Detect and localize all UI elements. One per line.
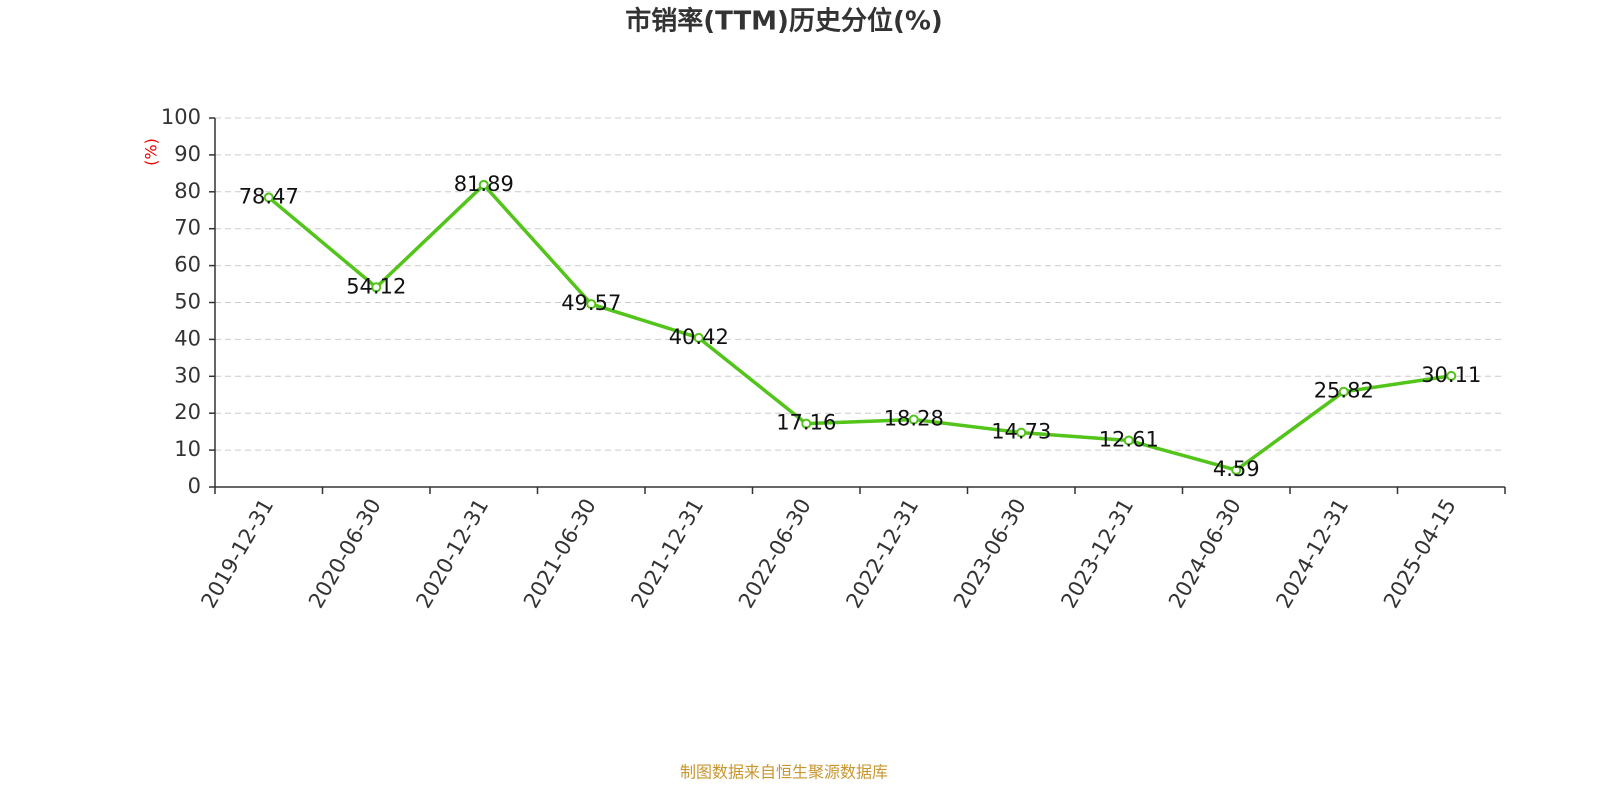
y-tick-label: 60 — [174, 253, 201, 277]
data-label: 12.61 — [1099, 427, 1159, 451]
source-note: 制图数据来自恒生聚源数据库 — [680, 763, 888, 782]
data-label: 4.59 — [1213, 457, 1260, 481]
chart-title: 市销率(TTM)历史分位(%) — [625, 6, 943, 37]
data-label: 17.16 — [776, 411, 836, 435]
data-label: 40.42 — [669, 325, 729, 349]
x-tick-label: 2022-06-30 — [734, 495, 816, 613]
y-tick-label: 0 — [188, 474, 201, 498]
data-point — [1446, 370, 1457, 381]
data-point — [801, 418, 812, 429]
data-label: 54.12 — [346, 274, 406, 298]
data-line — [267, 183, 1452, 472]
data-point — [1016, 427, 1027, 438]
data-point — [908, 414, 919, 425]
x-tick-label: 2022-12-31 — [841, 495, 923, 613]
y-tick-label: 20 — [174, 400, 201, 424]
x-tick-label: 2024-06-30 — [1164, 495, 1246, 613]
y-tick-label: 90 — [174, 142, 201, 166]
y-tick-label: 30 — [174, 363, 201, 387]
data-label: 49.57 — [561, 291, 621, 315]
x-tick-label: 2021-06-30 — [519, 495, 601, 613]
y-axis-label: (%) — [142, 138, 161, 166]
x-tick-label: 2021-12-31 — [626, 495, 708, 613]
data-point — [478, 179, 489, 190]
data-point — [371, 282, 382, 293]
data-point — [263, 192, 274, 203]
y-tick-label: 40 — [174, 326, 201, 350]
data-label: 30.11 — [1421, 363, 1481, 387]
x-tick-label: 2020-12-31 — [411, 495, 493, 613]
data-point — [586, 299, 597, 310]
y-tick-label: 50 — [174, 290, 201, 314]
data-point — [1231, 465, 1242, 476]
data-label: 18.28 — [884, 407, 944, 431]
x-tick-label: 2023-12-31 — [1056, 495, 1138, 613]
x-tick-label: 2020-06-30 — [304, 495, 386, 613]
x-tick-label: 2023-06-30 — [949, 495, 1031, 613]
data-label: 14.73 — [991, 420, 1051, 444]
data-label: 81.89 — [454, 172, 514, 196]
y-tick-label: 100 — [161, 105, 201, 129]
data-point — [1123, 435, 1134, 446]
x-tick-label: 2024-12-31 — [1271, 495, 1353, 613]
data-label: 25.82 — [1314, 379, 1374, 403]
data-point — [1338, 386, 1349, 397]
y-tick-label: 10 — [174, 437, 201, 461]
x-tick-label: 2025-04-15 — [1379, 495, 1461, 613]
x-tick-label: 2019-12-31 — [196, 495, 278, 613]
y-tick-label: 70 — [174, 216, 201, 240]
y-tick-label: 80 — [174, 179, 201, 203]
data-label: 78.47 — [239, 184, 299, 208]
data-point — [693, 332, 704, 343]
